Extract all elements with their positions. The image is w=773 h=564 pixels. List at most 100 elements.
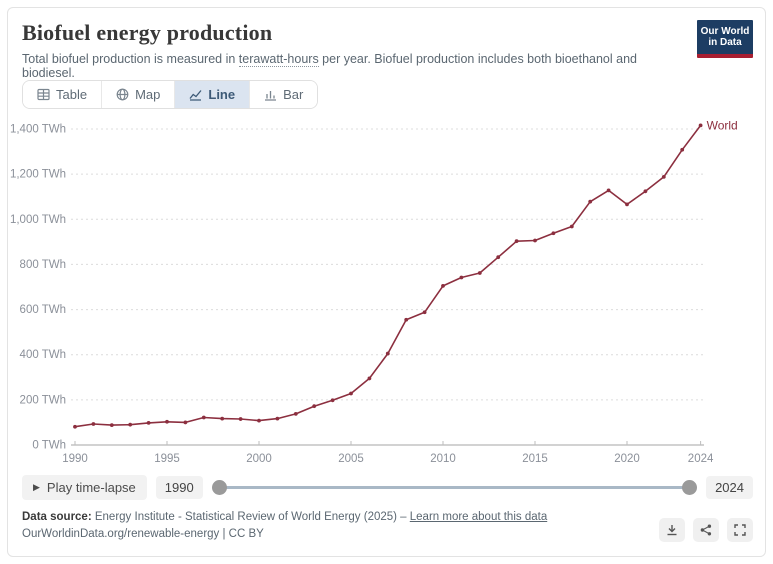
- data-point: [422, 310, 427, 315]
- share-button[interactable]: [693, 518, 719, 542]
- slider-end-handle[interactable]: [682, 480, 698, 495]
- data-point: [588, 199, 593, 204]
- y-axis-tick-label: 800 TWh: [20, 259, 66, 271]
- x-axis-tick-label: 2020: [614, 453, 640, 465]
- line-chart[interactable]: 0 TWh 200 TWh 400 TWh 600 TWh 800 TWh 1,000 T…: [8, 111, 765, 476]
- data-point: [514, 239, 519, 244]
- line-chart-svg: 0 TWh 200 TWh 400 TWh 600 TWh 800 TWh 1,000 T…: [10, 118, 738, 465]
- subtitle-text: per year. Biofuel production includes bo…: [22, 52, 637, 80]
- data-point: [385, 351, 390, 356]
- logo-line2: in Data: [708, 37, 742, 48]
- data-point: [680, 147, 685, 152]
- tab-bar[interactable]: Bar: [250, 81, 318, 108]
- y-axis-tick-label: 200 TWh: [20, 394, 66, 406]
- data-point: [165, 419, 169, 424]
- series-end-label: World: [707, 118, 738, 132]
- data-point: [201, 415, 206, 420]
- x-axis-tick-label: 2005: [338, 453, 364, 465]
- x-axis-tick-label: 2015: [522, 453, 548, 465]
- data-point: [220, 416, 225, 421]
- data-point: [312, 404, 317, 409]
- fullscreen-button[interactable]: [727, 518, 753, 542]
- data-point: [275, 416, 280, 421]
- page-title: Biofuel energy production: [22, 20, 273, 45]
- line-chart-icon: [189, 90, 202, 101]
- tab-map[interactable]: Map: [102, 81, 176, 108]
- bar-chart-icon: [265, 91, 277, 101]
- play-timelapse-button[interactable]: ▶ Play time-lapse: [22, 474, 147, 500]
- data-point: [91, 422, 96, 426]
- data-point: [625, 202, 629, 207]
- y-axis-tick-label: 1,200 TWh: [10, 169, 66, 181]
- timeline-start-year[interactable]: 1990: [155, 475, 203, 499]
- data-source-label: Data source:: [22, 511, 92, 523]
- x-axis-tick-label: 2000: [246, 453, 272, 465]
- download-icon: [667, 525, 677, 536]
- chart-footer: Data source: Energy Institute - Statisti…: [22, 509, 753, 542]
- tab-line[interactable]: Line: [175, 81, 251, 108]
- tab-map-label: Map: [135, 87, 161, 102]
- data-point: [349, 391, 353, 396]
- timeline-controls: ▶ Play time-lapse 1990 2024: [22, 474, 753, 500]
- x-axis-tick-label: 2024: [688, 453, 714, 465]
- view-tabs: Table Map Line Bar: [22, 80, 319, 109]
- data-point: [238, 417, 243, 421]
- data-point: [477, 271, 482, 275]
- terawatt-hours-term-link[interactable]: terawatt-hours: [238, 52, 319, 67]
- tab-line-label: Line: [208, 87, 236, 102]
- data-point: [146, 420, 151, 425]
- data-point: [330, 398, 335, 403]
- fullscreen-icon: [734, 524, 746, 536]
- y-axis-tick-label: 0 TWh: [32, 440, 66, 452]
- data-point: [533, 238, 537, 243]
- timeline-end-year[interactable]: 2024: [706, 475, 753, 499]
- y-axis-tick-label: 1,000 TWh: [10, 214, 66, 226]
- tab-table-label: Table: [56, 87, 88, 102]
- y-axis-tick-label: 400 TWh: [20, 349, 66, 361]
- data-point: [441, 283, 445, 288]
- x-axis-tick-label: 2010: [430, 453, 456, 465]
- data-point: [643, 189, 648, 194]
- data-point: [496, 255, 501, 260]
- data-source-line: Data source: Energy Institute - Statisti…: [22, 509, 547, 526]
- learn-more-link[interactable]: Learn more about this data: [409, 511, 548, 523]
- globe-icon: [116, 88, 129, 101]
- data-point: [293, 411, 298, 416]
- data-point: [698, 123, 703, 128]
- data-point: [183, 420, 188, 425]
- slider-start-handle[interactable]: [211, 480, 227, 495]
- data-point: [73, 424, 77, 429]
- chart-card: Biofuel energy production Total biofuel …: [7, 7, 766, 557]
- subtitle-text: Total biofuel production is measured in: [22, 52, 239, 66]
- play-icon: ▶: [33, 481, 40, 492]
- x-axis-tick-label: 1990: [62, 453, 88, 465]
- data-point: [128, 422, 133, 427]
- download-button[interactable]: [659, 518, 685, 542]
- y-axis-tick-label: 600 TWh: [20, 304, 66, 316]
- tab-bar-label: Bar: [283, 87, 304, 102]
- timeline-slider[interactable]: [211, 478, 698, 496]
- source-block: Data source: Energy Institute - Statisti…: [22, 509, 547, 542]
- tab-table[interactable]: Table: [23, 81, 103, 108]
- data-source-text: Energy Institute - Statistical Review of…: [91, 511, 410, 523]
- data-point: [459, 275, 464, 280]
- data-point: [257, 418, 261, 423]
- table-icon: [37, 88, 50, 101]
- chart-subtitle: Total biofuel production is measured in …: [22, 52, 642, 80]
- data-point: [606, 188, 611, 193]
- logo-line1: Our World: [700, 25, 750, 37]
- data-point: [661, 174, 666, 179]
- action-buttons: [659, 509, 753, 542]
- data-point: [367, 376, 372, 381]
- data-point: [551, 231, 556, 236]
- data-point: [569, 224, 574, 229]
- data-point: [109, 423, 114, 428]
- y-axis-tick-label: 1,400 TWh: [10, 124, 66, 136]
- slider-track[interactable]: [218, 486, 691, 489]
- credit-line: OurWorldinData.org/renewable-energy | CC…: [22, 527, 264, 540]
- play-label: Play time-lapse: [46, 479, 136, 495]
- owid-logo[interactable]: Our World in Data: [697, 20, 753, 58]
- share-icon: [700, 524, 712, 536]
- data-line-world: [74, 124, 702, 428]
- x-axis-tick-label: 1995: [154, 453, 180, 465]
